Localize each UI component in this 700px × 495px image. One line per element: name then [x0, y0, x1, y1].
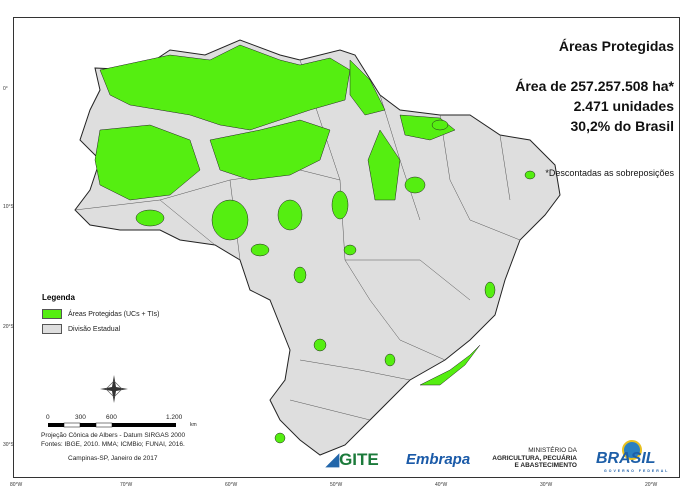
map-title: Áreas Protegidas — [558, 38, 674, 54]
lat-label: 20°S — [3, 324, 14, 330]
brasil-logo: BRASIL GOVERNO FEDERAL — [592, 440, 676, 474]
lat-label: 10°S — [3, 204, 14, 210]
ministry-logo: MINISTÉRIO DA AGRICULTURA, PECUÁRIA E AB… — [492, 447, 577, 469]
area-total: Área de 257.257.508 ha* — [515, 78, 674, 94]
legend-item-protected: Áreas Protegidas (UCs + TIs) — [42, 309, 160, 319]
scale-label: 600 — [106, 414, 117, 421]
scale-label: 1.200 — [166, 414, 183, 421]
brazil-outline — [74, 39, 561, 456]
lon-label: 80°W — [10, 482, 23, 488]
unit-count: 2.471 unidades — [573, 98, 674, 114]
lon-label: 30°W — [540, 482, 553, 488]
lon-label: 40°W — [435, 482, 448, 488]
compass-rose-icon — [100, 375, 128, 403]
legend-swatch — [42, 309, 62, 319]
scale-label: 300 — [75, 414, 86, 421]
legend-item-states: Divisão Estadual — [42, 324, 120, 334]
lon-label: 70°W — [120, 482, 133, 488]
place-date-text: Campinas-SP, Janeiro de 2017 — [68, 455, 158, 462]
gite-logo: ◢GITE — [326, 450, 379, 469]
sources-text: Fontes: IBGE, 2010. MMA; ICMBio; FUNAI, … — [41, 441, 185, 448]
overlap-note: *Descontadas as sobreposições — [545, 168, 674, 178]
map-frame — [13, 17, 680, 478]
lat-label: 30°S — [3, 442, 14, 448]
scale-label: 0 — [46, 414, 50, 421]
projection-text: Projeção Cônica de Albers - Datum SIRGAS… — [41, 432, 186, 439]
legend-swatch — [42, 324, 62, 334]
scale-unit: km — [190, 422, 197, 428]
lon-label: 50°W — [330, 482, 343, 488]
legend-label: Divisão Estadual — [68, 325, 121, 333]
lon-label: 20°W — [645, 482, 658, 488]
legend-label: Áreas Protegidas (UCs + TIs) — [68, 310, 160, 318]
lat-label: 0° — [3, 86, 8, 92]
percent-brazil: 30,2% do Brasil — [570, 118, 675, 134]
legend-title: Legenda — [42, 293, 75, 302]
protected-areas — [94, 44, 536, 444]
lon-label: 60°W — [225, 482, 238, 488]
embrapa-logo: Embrapa — [406, 451, 471, 468]
scale-bar — [48, 422, 176, 428]
